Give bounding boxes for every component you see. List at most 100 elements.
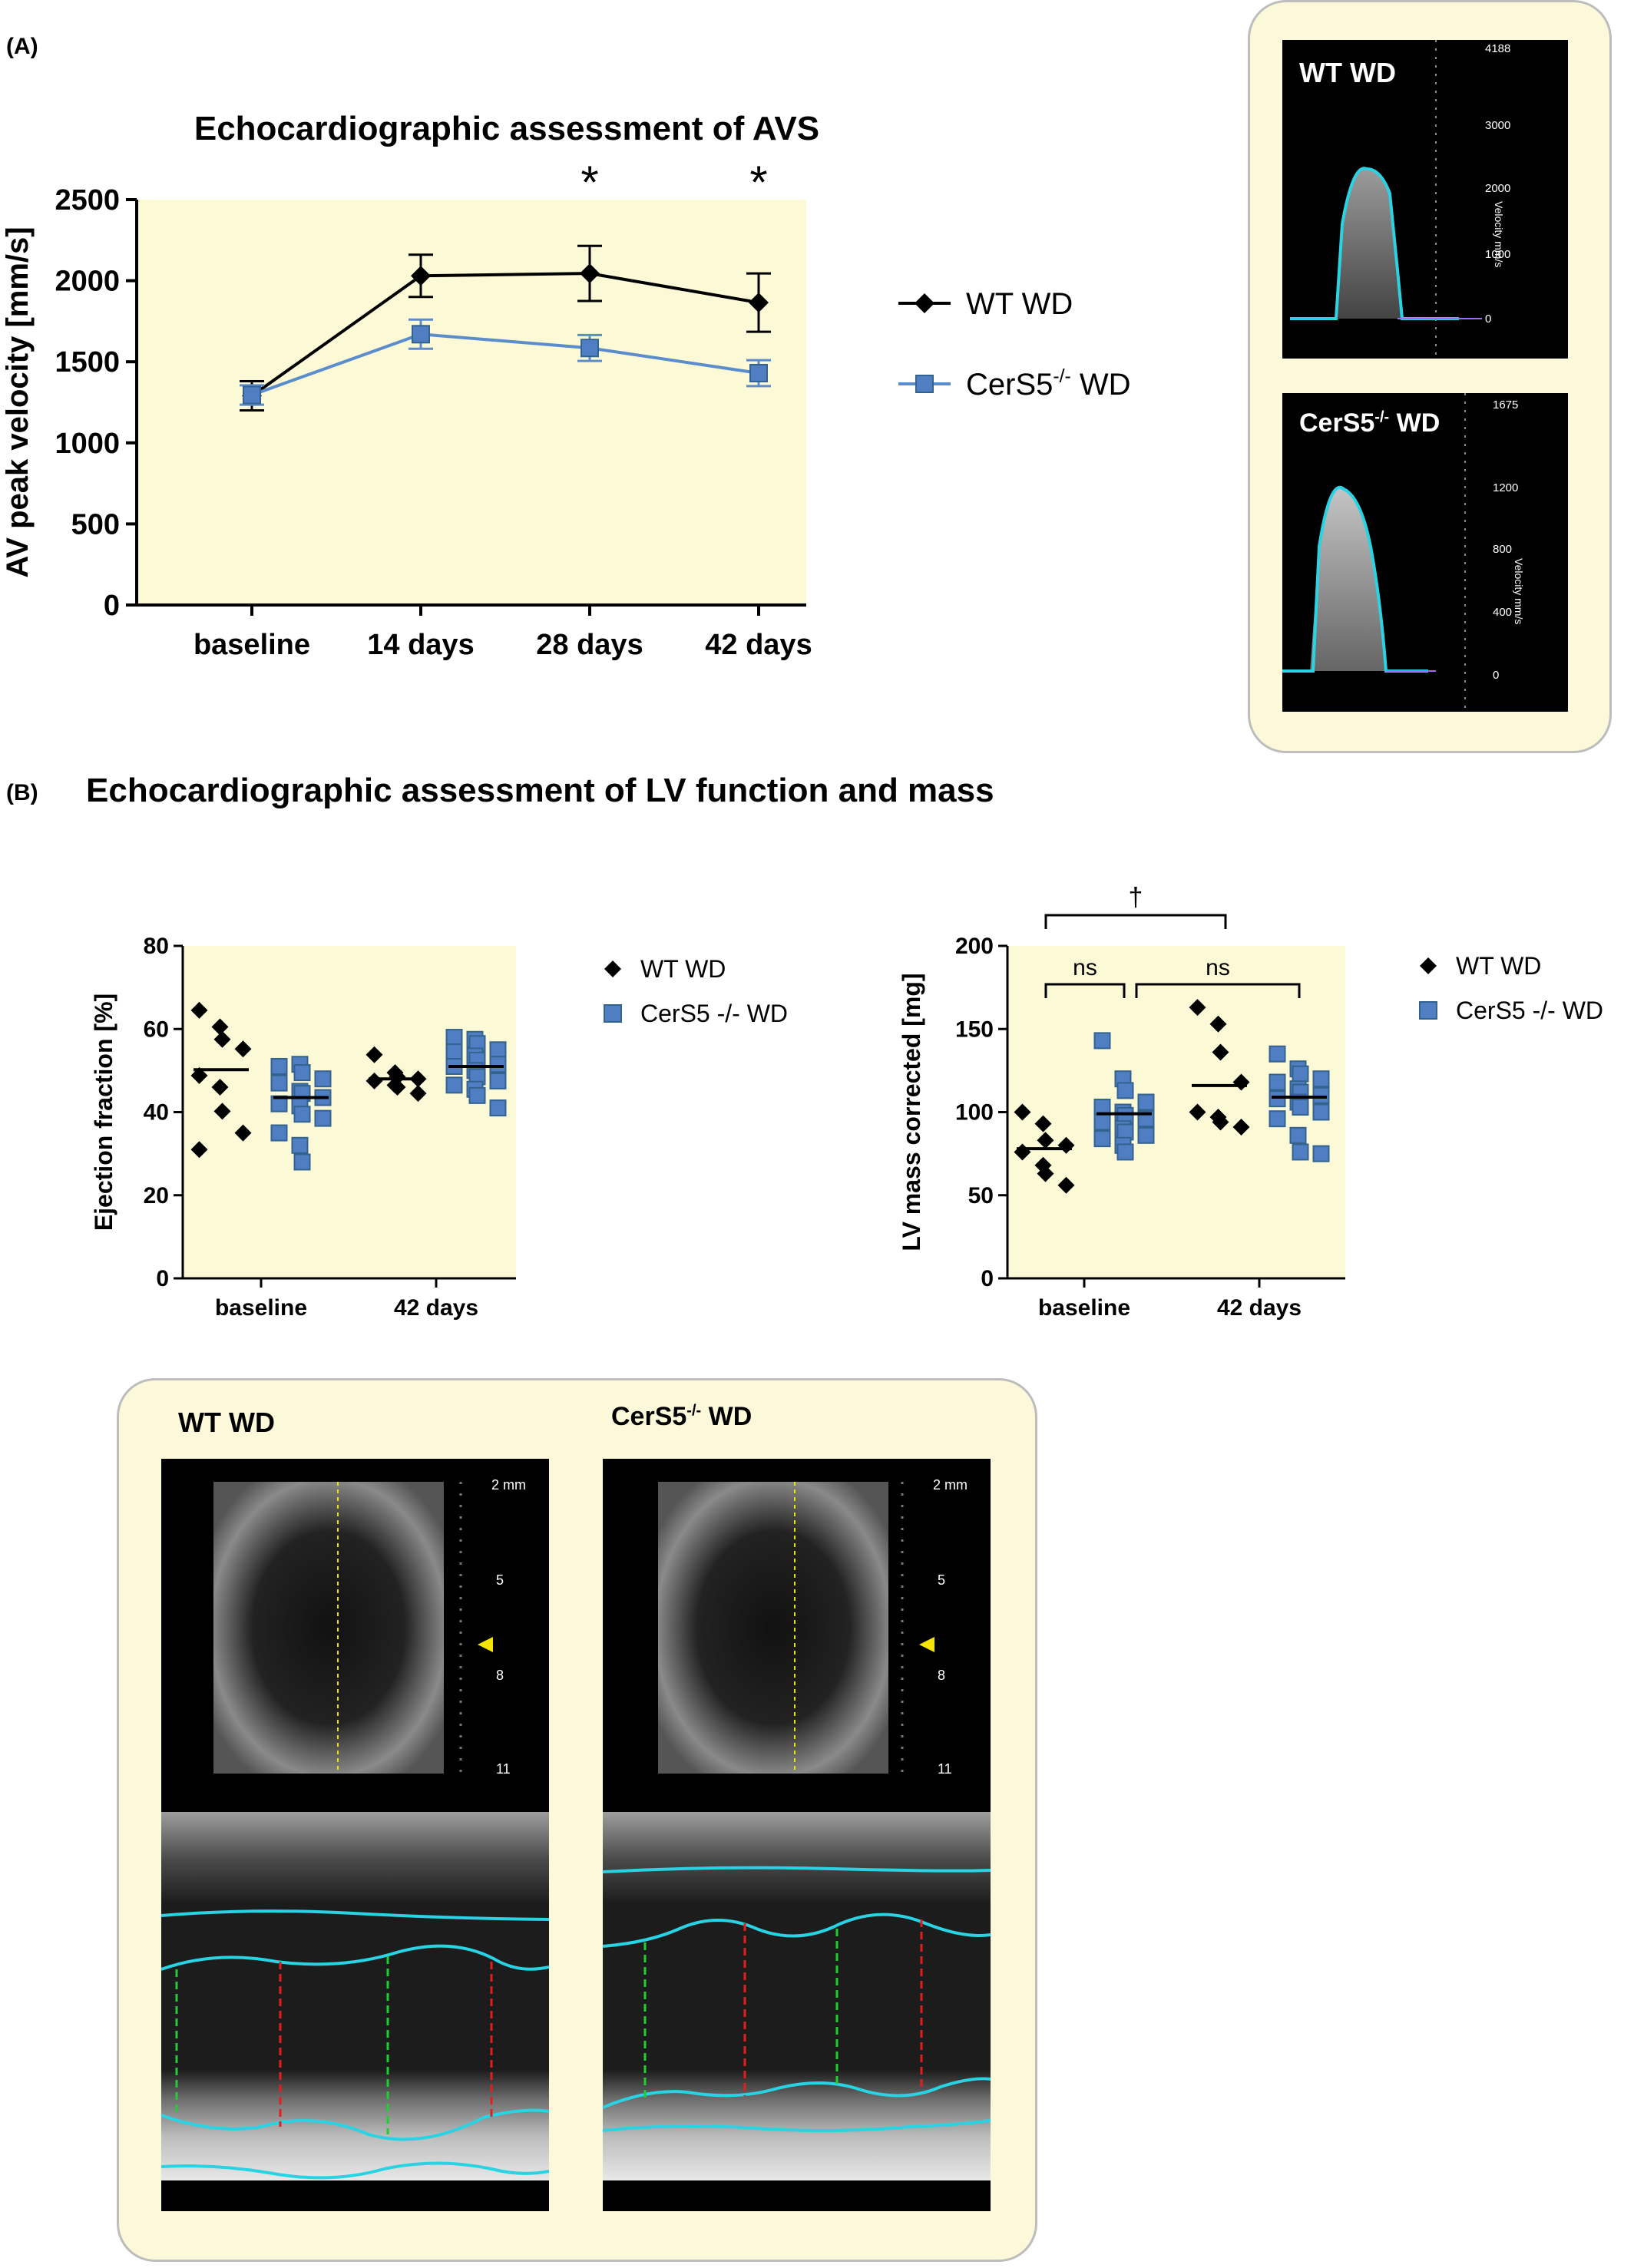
data-point — [1137, 1126, 1155, 1144]
data-point — [270, 1057, 288, 1075]
mmode-ko-drawing — [603, 1482, 991, 2180]
x-tick-label: baseline — [194, 629, 310, 661]
y-tick-label: 0 — [104, 590, 120, 622]
mmode-ko-depth-0: 2 mm — [933, 1477, 968, 1493]
data-point — [1116, 1082, 1134, 1099]
doppler-wt-axis-caption: Velocity mm/s — [1493, 201, 1505, 268]
data-point — [366, 1046, 383, 1063]
data-point — [1312, 1070, 1330, 1088]
x-tick-label: baseline — [1038, 1295, 1130, 1321]
data-point — [1292, 1099, 1309, 1116]
data-point — [1116, 1143, 1134, 1161]
y-tick-label: 200 — [955, 934, 994, 959]
data-point — [1037, 1165, 1054, 1182]
data-point — [293, 1064, 311, 1082]
mmode-wt-depth-2: 8 — [496, 1668, 504, 1683]
plot-area — [183, 946, 516, 1278]
data-point — [1034, 1156, 1052, 1174]
data-point — [1014, 1103, 1031, 1121]
y-tick-label: 500 — [71, 508, 120, 541]
legend-label-0: WT WD — [1456, 952, 1541, 980]
data-point — [412, 325, 430, 344]
x-tick-label: 28 days — [536, 629, 643, 661]
legend-label-1: CerS5-/- WD — [966, 366, 1131, 402]
y-tick-label: 20 — [144, 1183, 169, 1208]
data-point — [445, 1076, 463, 1094]
data-point — [1057, 1176, 1075, 1194]
data-point — [293, 1153, 311, 1171]
x-tick-label: baseline — [215, 1295, 307, 1321]
data-point — [190, 1141, 208, 1159]
data-point — [580, 263, 600, 284]
y-axis-label: AV peak velocity [mm/s] — [1, 226, 35, 577]
bracket-ns-left — [1044, 983, 1126, 998]
data-point — [1292, 1065, 1309, 1083]
data-point — [234, 1040, 252, 1058]
data-point — [749, 293, 769, 313]
data-point — [1232, 1073, 1250, 1091]
mmode-ko-image: 2 mm 5 8 11 — [603, 1459, 991, 2211]
y-tick-label: 0 — [981, 1266, 994, 1291]
doppler-wt-scale-3: 1000 — [1485, 248, 1511, 261]
chart-title: Echocardiographic assessment of AVS — [194, 110, 819, 147]
annotation-ns-right: ns — [1206, 955, 1230, 980]
data-point — [293, 1106, 311, 1123]
data-point — [234, 1124, 252, 1142]
series-line-1 — [251, 332, 759, 397]
data-point — [749, 363, 768, 382]
data-point — [1268, 1045, 1286, 1063]
data-point — [314, 1109, 332, 1127]
data-point — [270, 1074, 288, 1092]
annotation-dagger: † — [1129, 883, 1143, 912]
doppler-wt-label: WT WD — [1299, 57, 1396, 88]
plot-area — [137, 200, 806, 605]
data-point — [1268, 1090, 1286, 1108]
data-point — [1268, 1073, 1286, 1091]
avs-line-chart: Echocardiographic assessment of AVS 0 500 1… — [1, 110, 1131, 661]
data-point — [1189, 999, 1206, 1017]
doppler-wt-image: WT WD 4188 3000 2000 1000 0 Velocity mm/… — [1282, 40, 1568, 359]
doppler-ko-scale-1: 1200 — [1493, 481, 1519, 494]
data-point — [1232, 1118, 1250, 1136]
doppler-ko-scale-0: 1675 — [1493, 398, 1519, 412]
data-point — [1312, 1086, 1330, 1104]
legend-marker-0 — [604, 960, 621, 977]
data-point — [489, 1056, 507, 1073]
mmode-ko-depth-3: 11 — [938, 1761, 952, 1777]
doppler-wt-waveform — [1290, 40, 1482, 359]
mmode-ko-depth-1: 5 — [938, 1572, 946, 1588]
data-point — [489, 1041, 507, 1059]
doppler-wt-scale-4: 0 — [1485, 312, 1492, 326]
mmode-wt-depth-3: 11 — [496, 1761, 511, 1777]
data-point — [468, 1086, 486, 1104]
data-point — [411, 266, 431, 286]
data-point — [1212, 1043, 1229, 1061]
data-point — [445, 1029, 463, 1046]
doppler-wt-scale-2: 2000 — [1485, 182, 1511, 195]
annotation-ns-left: ns — [1073, 955, 1097, 980]
plot-area — [1007, 946, 1345, 1278]
data-point — [389, 1068, 406, 1086]
doppler-ko-waveform — [1282, 393, 1466, 712]
data-point — [1212, 1113, 1229, 1131]
data-point — [1292, 1143, 1309, 1161]
legend-label-0: WT WD — [640, 955, 726, 983]
mmode-ko-depth-2: 8 — [938, 1668, 946, 1683]
data-point — [1189, 1103, 1206, 1121]
data-point — [1093, 1130, 1111, 1148]
legend-marker-0 — [1420, 957, 1437, 974]
significance-star: * — [749, 157, 767, 208]
y-axis-label: Ejection fraction [%] — [90, 993, 117, 1231]
mmode-wt-label: WT WD — [178, 1407, 275, 1438]
legend-marker-1 — [604, 1004, 622, 1023]
y-tick-label: 1500 — [55, 346, 120, 379]
data-point — [389, 1079, 406, 1096]
legend-marker-1 — [1419, 1001, 1437, 1020]
ejection-fraction-scatter: 0 20 40 60 80 baseline 42 days Ejection fractio… — [90, 934, 788, 1321]
data-point — [1268, 1110, 1286, 1128]
doppler-wt-scale-0: 4188 — [1485, 42, 1511, 55]
bracket-dagger — [1044, 914, 1227, 929]
data-point — [1289, 1126, 1307, 1144]
data-point — [409, 1085, 427, 1103]
x-tick-label: 42 days — [1217, 1295, 1302, 1321]
